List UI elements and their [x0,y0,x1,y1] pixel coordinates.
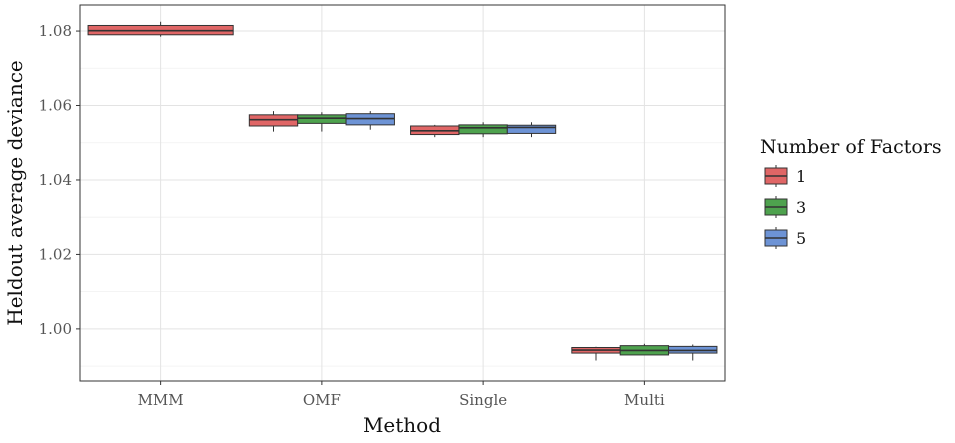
y-axis-title: Heldout average deviance [3,60,27,326]
x-tick-label: OMF [303,391,341,409]
y-tick-label: 1.04 [39,171,72,189]
box-Multi-3 [619,343,670,356]
x-tick-label: MMM [138,391,184,409]
panel-background [80,5,725,381]
plot-panel [80,5,725,381]
legend-item-3: 3 [764,196,806,218]
legend-item-5: 5 [764,227,806,249]
legend-item-1: 1 [764,165,806,187]
legend-label: 5 [796,229,806,248]
box-body [506,124,557,134]
axes: 1.00 1.02 1.04 1.06 1.08 MMM OMF Single Multi [39,4,726,409]
x-tick-label: Single [459,391,507,409]
box-Multi-5 [668,344,718,361]
y-tick-label: 1.02 [39,245,72,263]
box-OMF-5 [345,111,395,130]
box-MMM-1 [87,21,234,37]
y-tick-label: 1.06 [39,97,72,115]
y-tick-label: 1.00 [39,320,72,338]
legend: Number of Factors 1 3 5 [760,136,942,249]
legend-label: 3 [796,198,806,217]
box-series [87,21,718,361]
legend-label: 1 [796,167,806,186]
x-tick-label: Multi [624,391,665,409]
panel-border [79,4,726,382]
box-Single-5 [506,122,557,138]
x-axis-title: Method [363,413,441,437]
box-body [297,114,347,124]
y-tick-label: 1.08 [39,22,72,40]
box-body [458,124,508,135]
legend-title: Number of Factors [760,136,942,158]
grid [80,5,725,381]
